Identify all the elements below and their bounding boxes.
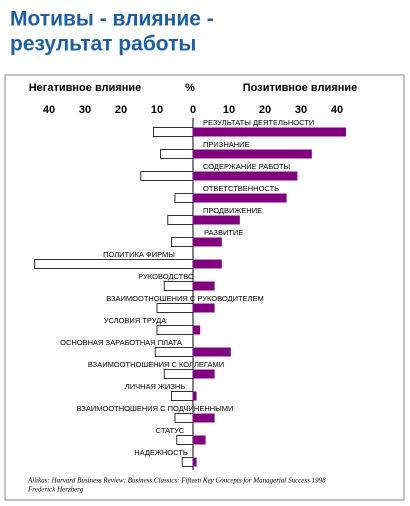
bar [193, 325, 201, 335]
bar [167, 215, 194, 225]
category-label: СОДЕРЖАНИЕ РАБОТЫ [203, 162, 290, 171]
bar [193, 259, 222, 269]
chart-title: Мотивы - влияние - [10, 8, 214, 31]
bar [163, 281, 194, 291]
category-label: РЕЗУЛЬТАТЫ ДЕЯТЕЛЬНОСТИ [203, 118, 314, 127]
bar [174, 413, 194, 423]
bar [193, 281, 215, 291]
source: Allikas: Harvard Business Review: Busine… [27, 477, 326, 485]
bar [170, 391, 194, 401]
chart-subtitle: результат работы [10, 33, 196, 56]
bar [156, 303, 194, 313]
x-tick-label: 10 [223, 104, 235, 116]
bar [193, 413, 215, 423]
bar [193, 237, 222, 247]
bar [193, 435, 206, 445]
category-label: РУКОВОДСТВО [138, 272, 194, 281]
category-label: ОСНОВНАЯ ЗАРАБОТНАЯ ПЛАТА [60, 338, 182, 347]
x-tick-label: 30 [295, 104, 307, 116]
bar [140, 171, 194, 181]
bar [193, 149, 312, 159]
x-tick-label: 30 [79, 104, 91, 116]
bar [154, 347, 194, 357]
axis-label: % [185, 82, 195, 94]
category-label: УСЛОВИЯ ТРУДА [104, 316, 167, 325]
category-label: ПРИЗНАНИЕ [203, 140, 250, 149]
x-tick-label: 0 [190, 104, 196, 116]
x-tick-label: 40 [43, 104, 55, 116]
frame [4, 74, 405, 501]
x-tick-label: 20 [259, 104, 271, 116]
bar [156, 325, 194, 335]
bar [176, 435, 194, 445]
category-label: ПОЛИТИКА ФИРМЫ [103, 250, 175, 259]
bar [193, 347, 231, 357]
category-label: ПРОДВИЖЕНИЕ [203, 206, 262, 215]
category-label: РАЗВИТИЕ [204, 228, 243, 237]
category-label: ВЗАИМООТНОШЕНИЯ С РУКОВОДИТЕЛЕМ [106, 294, 263, 303]
bar [174, 193, 194, 203]
category-label: ВЗАИМООТНОШЕНИЯ С КОЛЛЕГАМИ [88, 360, 224, 369]
bar [193, 303, 215, 313]
bar [181, 457, 194, 467]
bar [193, 127, 346, 137]
x-tick-label: 20 [115, 104, 127, 116]
bar [160, 149, 194, 159]
bar [170, 237, 194, 247]
x-tick-label: 40 [331, 104, 343, 116]
category-label: НАДЕЖНОСТЬ [134, 448, 188, 457]
category-label: СТАТУС [156, 426, 185, 435]
bar [193, 457, 197, 467]
legend-label: Негативное влияние [29, 82, 142, 94]
category-label: ОТВЕТСТВЕННОСТЬ [203, 184, 279, 193]
bar [34, 259, 194, 269]
bar [193, 215, 240, 225]
bar [152, 127, 194, 137]
bar [193, 369, 215, 379]
bar [193, 171, 298, 181]
category-label: ВЗАИМООТНОШЕНИЯ С ПОДЧИНЕННЫМИ [77, 404, 234, 413]
x-tick-label: 10 [151, 104, 163, 116]
bar [163, 369, 194, 379]
source: Frederick Herzberg [27, 486, 84, 494]
legend-label: Позитивное влияние [243, 82, 357, 94]
category-label: ЛИЧНАЯ ЖИЗНЬ [125, 382, 185, 391]
bar [193, 391, 197, 401]
bar [193, 193, 287, 203]
